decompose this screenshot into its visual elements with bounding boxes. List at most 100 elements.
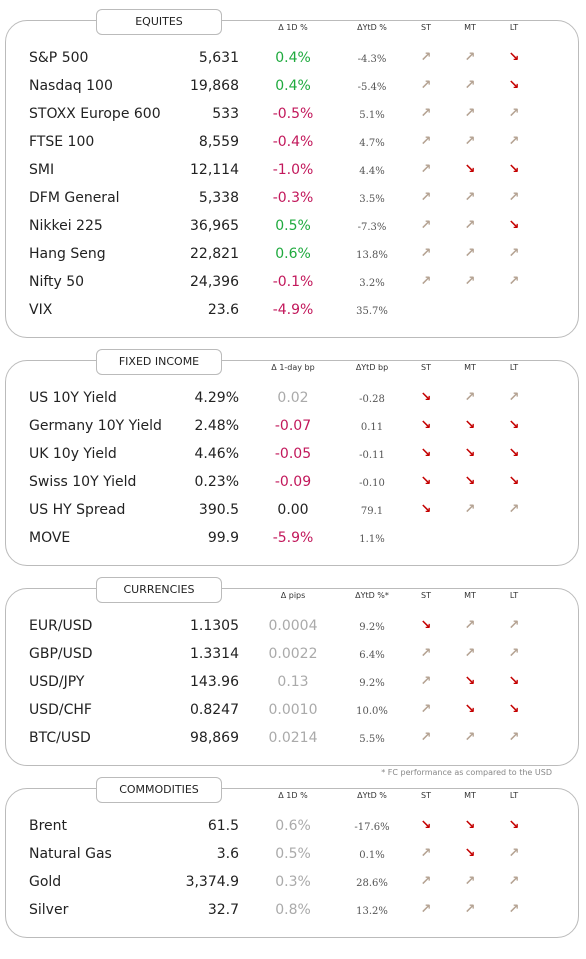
trend-arrow [465, 218, 476, 233]
trend-arrow [465, 702, 476, 717]
instrument-name: Brent [29, 818, 68, 834]
level: 1.1305 [190, 618, 239, 634]
level: 143.96 [190, 674, 239, 690]
table-row: Germany 10Y Yield 2.48% -0.07 0.11 [6, 412, 578, 440]
table-row: MOVE 99.9 -5.9% 1.1% [6, 524, 578, 552]
instrument-name: VIX [29, 302, 53, 318]
change: 0.13 [277, 674, 309, 690]
ytd-change: 4.7% [359, 138, 385, 149]
change: 0.3% [275, 874, 311, 890]
trend-arrow [421, 674, 432, 689]
level: 533 [212, 106, 239, 122]
change: 0.8% [275, 902, 311, 918]
level: 2.48% [194, 418, 239, 434]
trend-arrow [509, 474, 520, 489]
level: 61.5 [207, 818, 239, 834]
table-row: Silver 32.7 0.8% 13.2% [6, 896, 578, 924]
ytd-change: 3.2% [359, 278, 385, 289]
trend-arrow [465, 646, 476, 661]
ytd-change: 13.2% [356, 906, 388, 917]
trend-arrow [421, 646, 432, 661]
level: 3,374.9 [185, 874, 239, 890]
table-row: USD/JPY 143.96 0.13 9.2% [6, 668, 578, 696]
column-header: ST [421, 791, 431, 800]
instrument-name: FTSE 100 [29, 134, 95, 150]
trend-arrow [465, 418, 476, 433]
table-row: Natural Gas 3.6 0.5% 0.1% [6, 840, 578, 868]
section-title: COMMODITIES [96, 777, 222, 803]
trend-arrow [465, 618, 476, 633]
trend-arrow [421, 702, 432, 717]
ytd-change: 3.5% [359, 194, 385, 205]
trend-arrow [421, 418, 432, 433]
trend-arrow [465, 390, 476, 405]
trend-arrow [465, 446, 476, 461]
trend-arrow [421, 390, 432, 405]
instrument-name: Swiss 10Y Yield [29, 474, 137, 490]
table-row: VIX 23.6 -4.9% 35.7% [6, 296, 578, 324]
trend-arrow [465, 730, 476, 745]
section-title: EQUITES [96, 9, 222, 35]
trend-arrow [421, 474, 432, 489]
table-row: FTSE 100 8,559 -0.4% 4.7% [6, 128, 578, 156]
level: 0.23% [194, 474, 239, 490]
level: 19,868 [190, 78, 239, 94]
section: EQUITES Δ 1D % ΔYtD % ST MT LT S&P 500 5,631 0.4… [5, 9, 579, 338]
instrument-name: Nasdaq 100 [29, 78, 113, 94]
trend-arrow [421, 78, 432, 93]
trend-arrow [421, 190, 432, 205]
trend-arrow [509, 702, 520, 717]
table-row: Nifty 50 24,396 -0.1% 3.2% [6, 268, 578, 296]
instrument-name: Natural Gas [29, 846, 112, 862]
table-row: Swiss 10Y Yield 0.23% -0.09 -0.10 [6, 468, 578, 496]
trend-arrow [509, 446, 520, 461]
change: -0.05 [274, 446, 312, 462]
ytd-change: -0.10 [359, 478, 385, 489]
ytd-change: 28.6% [356, 878, 388, 889]
column-header: ΔYtD % [357, 791, 387, 800]
table-row: EUR/USD 1.1305 0.0004 9.2% [6, 612, 578, 640]
trend-arrow [509, 390, 520, 405]
trend-arrow [421, 218, 432, 233]
change: 0.02 [277, 390, 309, 406]
trend-arrow [465, 902, 476, 917]
change: -4.9% [272, 302, 314, 318]
trend-arrow [509, 818, 520, 833]
trend-arrow [465, 474, 476, 489]
level: 5,631 [198, 50, 239, 66]
column-header: ST [421, 591, 431, 600]
table-row: Nasdaq 100 19,868 0.4% -5.4% [6, 72, 578, 100]
table-row: USD/CHF 0.8247 0.0010 10.0% [6, 696, 578, 724]
table-row: DFM General 5,338 -0.3% 3.5% [6, 184, 578, 212]
level: 3.6 [216, 846, 239, 862]
trend-arrow [509, 618, 520, 633]
instrument-name: EUR/USD [29, 618, 93, 634]
table-row: UK 10y Yield 4.46% -0.05 -0.11 [6, 440, 578, 468]
ytd-change: 5.1% [359, 110, 385, 121]
trend-arrow [509, 874, 520, 889]
trend-arrow [421, 502, 432, 517]
table-row: BTC/USD 98,869 0.0214 5.5% [6, 724, 578, 752]
instrument-name: UK 10y Yield [29, 446, 117, 462]
table-row: Brent 61.5 0.6% -17.6% [6, 812, 578, 840]
instrument-name: USD/JPY [29, 674, 85, 690]
table-row: US HY Spread 390.5 0.00 79.1 [6, 496, 578, 524]
trend-arrow [509, 50, 520, 65]
change: 0.4% [275, 50, 311, 66]
ytd-change: 10.0% [356, 706, 388, 717]
table-row: S&P 500 5,631 0.4% -4.3% [6, 44, 578, 72]
level: 1.3314 [190, 646, 239, 662]
column-header: MT [464, 791, 476, 800]
instrument-name: S&P 500 [29, 50, 89, 66]
trend-arrow [465, 106, 476, 121]
ytd-change: 1.1% [359, 534, 385, 545]
column-header: LT [509, 791, 519, 800]
level: 4.29% [194, 390, 239, 406]
trend-arrow [421, 846, 432, 861]
table-row: US 10Y Yield 4.29% 0.02 -0.28 [6, 384, 578, 412]
section-title: CURRENCIES [96, 577, 222, 603]
change: 0.0004 [268, 618, 318, 634]
trend-arrow [509, 646, 520, 661]
ytd-change: -7.3% [357, 222, 387, 233]
trend-arrow [465, 874, 476, 889]
